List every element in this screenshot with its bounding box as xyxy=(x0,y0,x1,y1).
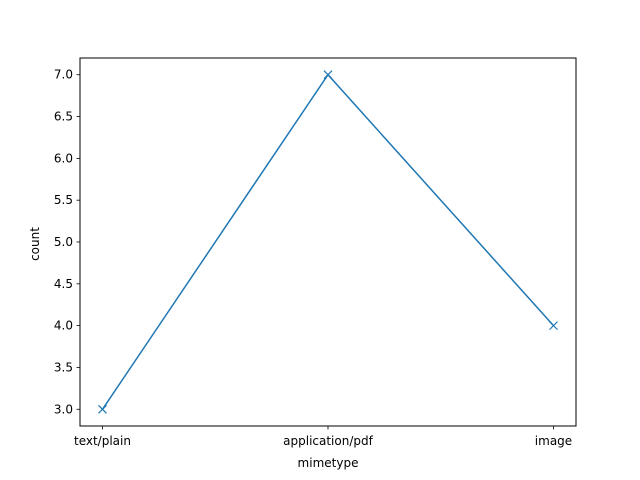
x-tick-label: application/pdf xyxy=(283,434,373,448)
data-point-marker xyxy=(549,321,558,331)
y-tick-label: 6.5 xyxy=(54,110,73,124)
y-tick-label: 3.0 xyxy=(54,402,73,416)
x-tick-label: image xyxy=(535,434,572,448)
plot-area xyxy=(98,70,558,414)
y-tick-label: 7.0 xyxy=(54,68,73,82)
data-point-marker xyxy=(98,404,107,414)
y-tick-label: 5.0 xyxy=(54,235,73,249)
x-axis-label: mimetype xyxy=(298,456,359,470)
y-tick-label: 4.5 xyxy=(54,277,73,291)
data-point-marker xyxy=(323,70,333,80)
y-tick-label: 3.5 xyxy=(54,360,73,374)
y-axis-label: count xyxy=(28,227,42,261)
x-tick-label: text/plain xyxy=(74,434,131,448)
y-tick-label: 4.0 xyxy=(54,319,73,333)
y-tick-label: 5.5 xyxy=(54,193,73,207)
x-axis: text/plain application/pdf image xyxy=(74,426,572,448)
plot-frame xyxy=(79,57,577,427)
y-tick-label: 6.0 xyxy=(54,151,73,165)
y-axis: 3.0 3.5 4.0 4.5 5.0 5.5 6.0 6.5 7.0 xyxy=(54,68,80,416)
